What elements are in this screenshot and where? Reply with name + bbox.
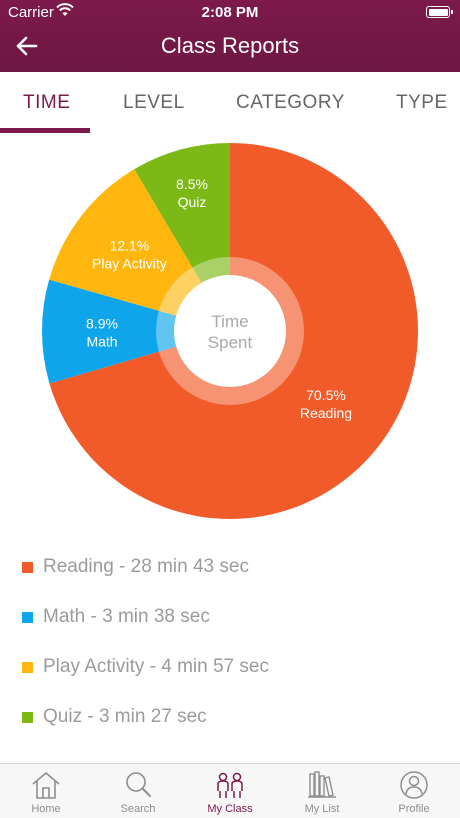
tabbar-label-my-class: My Class (207, 803, 253, 815)
page-title: Class Reports (160, 33, 300, 58)
my-list-icon (308, 771, 336, 798)
pie-name-label-math: Math (86, 333, 117, 349)
pie-name-label-play-activity: Play Activity (92, 255, 167, 271)
legend-label-play-activity: Play Activity - 4 min 57 sec (43, 656, 269, 677)
tab-time[interactable]: TIME (23, 92, 71, 113)
report-tabs: TIME LEVEL CATEGORY TYPE (0, 72, 460, 134)
battery-icon (426, 6, 453, 18)
tabbar-item-my-class[interactable]: My Class (184, 764, 276, 818)
tab-level[interactable]: LEVEL (123, 92, 185, 113)
tab-type[interactable]: TYPE (396, 92, 448, 113)
my-class-icon (217, 772, 243, 798)
pie-center-label: Time (211, 312, 248, 331)
app-header: Carrier 2:08 PM Class Reports (0, 0, 460, 72)
tabbar-item-profile[interactable]: Profile (368, 764, 460, 818)
carrier-label: Carrier (8, 4, 54, 21)
tabbar-label-my-list: My List (304, 803, 340, 815)
pie-name-label-reading: Reading (300, 405, 352, 421)
tabbar-item-search[interactable]: Search (92, 764, 184, 818)
legend-item-reading: Reading - 28 min 43 sec (22, 552, 249, 582)
legend-item-play-activity: Play Activity - 4 min 57 sec (22, 652, 269, 682)
legend-swatch-math (22, 611, 33, 623)
pie-percent-label-math: 8.9% (86, 315, 118, 331)
tabbar-label-profile: Profile (398, 803, 430, 815)
legend-swatch-reading (22, 561, 33, 573)
legend-item-math: Math - 3 min 38 sec (22, 602, 210, 632)
pie-center-label: Spent (208, 333, 253, 352)
wifi-icon (56, 3, 74, 16)
tabbar-label-search: Search (120, 803, 156, 815)
bottom-tab-bar: Home Search My Class My List (0, 763, 460, 818)
legend-swatch-play-activity (22, 661, 33, 673)
pie-percent-label-reading: 70.5% (306, 387, 346, 403)
back-button[interactable] (12, 30, 44, 62)
status-bar: Carrier 2:08 PM (0, 0, 460, 24)
pie-percent-label-play-activity: 12.1% (110, 237, 150, 253)
pie-slice-math[interactable] (41, 279, 230, 384)
pie-center-hole (174, 275, 286, 387)
legend-label-math: Math - 3 min 38 sec (43, 606, 210, 627)
legend-label-quiz: Quiz - 3 min 27 sec (43, 706, 207, 727)
status-time: 2:08 PM (201, 4, 259, 21)
back-arrow-icon (16, 36, 38, 56)
profile-icon (400, 771, 428, 799)
tabbar-label-home: Home (31, 803, 61, 815)
time-spent-pie-chart: Time Spent 70.5% Reading 8.9% Math 12.1% Play A… (41, 143, 418, 519)
tab-indicator (0, 128, 90, 133)
search-icon (126, 772, 151, 797)
pie-percent-label-quiz: 8.5% (176, 176, 208, 192)
tab-category[interactable]: CATEGORY (236, 92, 345, 113)
tabbar-item-my-list[interactable]: My List (276, 764, 368, 818)
pie-name-label-quiz: Quiz (178, 194, 207, 210)
pie-slice-play-activity[interactable] (49, 169, 231, 331)
legend-label-reading: Reading - 28 min 43 sec (43, 556, 249, 577)
home-icon (32, 772, 60, 799)
legend-item-quiz: Quiz - 3 min 27 sec (22, 702, 207, 732)
tabbar-item-home[interactable]: Home (0, 764, 92, 818)
legend-swatch-quiz (22, 711, 33, 723)
